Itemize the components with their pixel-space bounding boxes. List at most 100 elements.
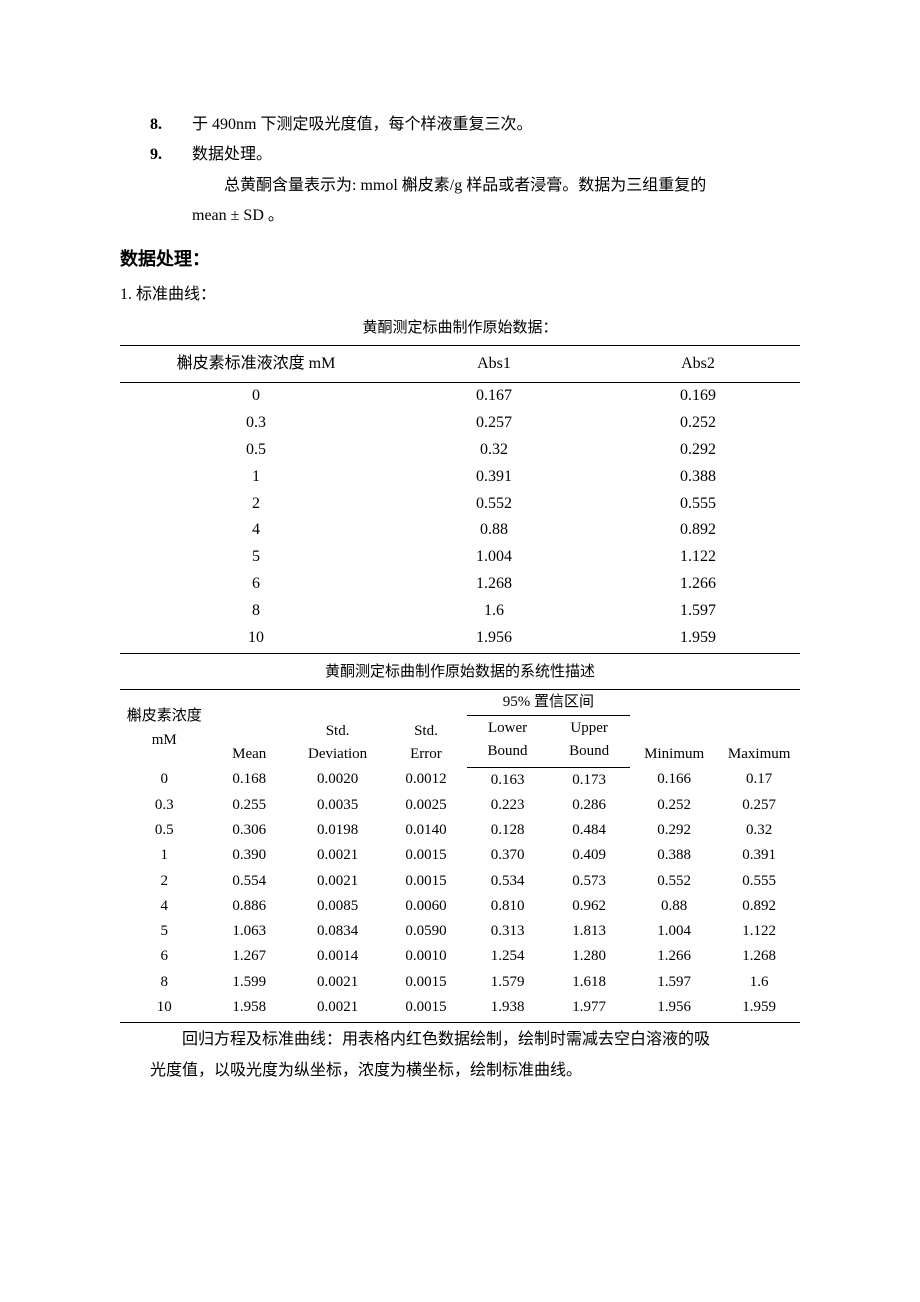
table-cell: 0.962 bbox=[548, 894, 630, 919]
table-cell: 0.169 bbox=[596, 383, 800, 410]
table-cell: 0.5 bbox=[120, 437, 392, 464]
t2-h-lower-l1: Lower bbox=[488, 720, 527, 736]
table-cell: 1 bbox=[120, 464, 392, 491]
table-row: 0.50.3060.01980.01400.1280.4840.2920.32 bbox=[120, 818, 800, 843]
table-cell: 4 bbox=[120, 517, 392, 544]
table-row: 81.61.597 bbox=[120, 598, 800, 625]
table-cell: 0.17 bbox=[718, 767, 800, 793]
table-cell: 0.0025 bbox=[385, 793, 467, 818]
table-cell: 0.173 bbox=[548, 767, 630, 793]
table-cell: 0.555 bbox=[718, 869, 800, 894]
table-cell: 1.6 bbox=[392, 598, 596, 625]
table-cell: 0.892 bbox=[718, 894, 800, 919]
table-cell: 0.0021 bbox=[290, 843, 385, 868]
table-cell: 0.3 bbox=[120, 793, 208, 818]
table-row: 51.0630.08340.05900.3131.8131.0041.122 bbox=[120, 919, 800, 944]
table-cell: 0.0015 bbox=[385, 843, 467, 868]
table1: 槲皮素标准液浓度 mM Abs1 Abs2 00.1670.1690.30.25… bbox=[120, 345, 800, 655]
table-cell: 10 bbox=[120, 625, 392, 654]
item9-para2: mean ± SD 。 bbox=[192, 201, 800, 231]
table-cell: 0.370 bbox=[467, 843, 549, 868]
table-cell: 1.280 bbox=[548, 944, 630, 969]
table-cell: 0.313 bbox=[467, 919, 549, 944]
table-cell: 0.255 bbox=[208, 793, 290, 818]
table-cell: 0 bbox=[120, 767, 208, 793]
table-row: 00.1670.169 bbox=[120, 383, 800, 410]
table-row: 00.1680.00200.00120.1630.1730.1660.17 bbox=[120, 767, 800, 793]
list-item-8: 8. 于 490nm 下测定吸光度值，每个样液重复三次。 bbox=[120, 110, 800, 140]
table-cell: 0.0021 bbox=[290, 995, 385, 1023]
t2-h-mean: Mean bbox=[208, 689, 290, 767]
table1-title: 黄酮测定标曲制作原始数据： bbox=[120, 314, 800, 343]
list-num-8: 8. bbox=[150, 110, 192, 140]
table-row: 20.5540.00210.00150.5340.5730.5520.555 bbox=[120, 869, 800, 894]
table-cell: 0.3 bbox=[120, 410, 392, 437]
table-cell: 0.0085 bbox=[290, 894, 385, 919]
table-cell: 8 bbox=[120, 970, 208, 995]
table-cell: 4 bbox=[120, 894, 208, 919]
t2-h-upper: Upper Bound bbox=[548, 716, 630, 768]
table-row: 10.3910.388 bbox=[120, 464, 800, 491]
table-row: 51.0041.122 bbox=[120, 544, 800, 571]
table-cell: 5 bbox=[120, 919, 208, 944]
table-cell: 0.252 bbox=[596, 410, 800, 437]
table-cell: 1.959 bbox=[596, 625, 800, 654]
t2-h-conc-l2: mM bbox=[152, 732, 177, 748]
table-row: 61.2670.00140.00101.2541.2801.2661.268 bbox=[120, 944, 800, 969]
table-cell: 1.958 bbox=[208, 995, 290, 1023]
table-cell: 2 bbox=[120, 491, 392, 518]
table-cell: 0.484 bbox=[548, 818, 630, 843]
subsection-1: 1. 标准曲线： bbox=[120, 280, 800, 310]
table2-head-row1: 槲皮素浓度 mM Mean Std. Deviation Std. Error … bbox=[120, 689, 800, 715]
t2-h-std-l2: Deviation bbox=[308, 746, 367, 762]
table-cell: 0.552 bbox=[630, 869, 718, 894]
t2-h-max: Maximum bbox=[718, 689, 800, 767]
table-cell: 1.956 bbox=[630, 995, 718, 1023]
table-cell: 1.597 bbox=[630, 970, 718, 995]
t2-h-upper-l1: Upper bbox=[570, 720, 608, 736]
table-cell: 1.266 bbox=[630, 944, 718, 969]
table-cell: 0.0010 bbox=[385, 944, 467, 969]
t2-h-std-l1: Std. bbox=[326, 723, 350, 739]
table-cell: 0.163 bbox=[467, 767, 549, 793]
table-cell: 0.0015 bbox=[385, 970, 467, 995]
list-text-9: 数据处理。 bbox=[192, 140, 800, 170]
table-cell: 1.063 bbox=[208, 919, 290, 944]
table-cell: 0.128 bbox=[467, 818, 549, 843]
table-cell: 0.5 bbox=[120, 818, 208, 843]
table-cell: 1.813 bbox=[548, 919, 630, 944]
item9-explain: 总黄酮含量表示为: mmol 槲皮素/g 样品或者浸膏。数据为三组重复的 mea… bbox=[120, 171, 800, 232]
table-cell: 0.0015 bbox=[385, 869, 467, 894]
table-cell: 0 bbox=[120, 383, 392, 410]
table-cell: 0.409 bbox=[548, 843, 630, 868]
table-cell: 1.004 bbox=[630, 919, 718, 944]
table-cell: 0.32 bbox=[718, 818, 800, 843]
table-cell: 6 bbox=[120, 571, 392, 598]
table-cell: 0.0012 bbox=[385, 767, 467, 793]
table-row: 0.30.2570.252 bbox=[120, 410, 800, 437]
t2-h-se-l1: Std. bbox=[414, 723, 438, 739]
table-row: 0.30.2550.00350.00250.2230.2860.2520.257 bbox=[120, 793, 800, 818]
table-cell: 1.599 bbox=[208, 970, 290, 995]
table-cell: 0.390 bbox=[208, 843, 290, 868]
t2-h-min: Minimum bbox=[630, 689, 718, 767]
table-cell: 0.0060 bbox=[385, 894, 467, 919]
list-num-9: 9. bbox=[150, 140, 192, 170]
table-cell: 1.938 bbox=[467, 995, 549, 1023]
table-cell: 0.391 bbox=[718, 843, 800, 868]
table-cell: 0.167 bbox=[392, 383, 596, 410]
table1-h2: Abs1 bbox=[392, 345, 596, 383]
table-cell: 1.268 bbox=[718, 944, 800, 969]
t2-h-se-l2: Error bbox=[410, 746, 442, 762]
table-cell: 6 bbox=[120, 944, 208, 969]
table-cell: 0.257 bbox=[392, 410, 596, 437]
table-cell: 0.252 bbox=[630, 793, 718, 818]
table-cell: 0.0834 bbox=[290, 919, 385, 944]
table-cell: 0.0021 bbox=[290, 869, 385, 894]
table-cell: 1.268 bbox=[392, 571, 596, 598]
table-cell: 0.257 bbox=[718, 793, 800, 818]
t2-h-conc: 槲皮素浓度 mM bbox=[120, 689, 208, 767]
table-cell: 0.32 bbox=[392, 437, 596, 464]
table-cell: 0.223 bbox=[467, 793, 549, 818]
table-cell: 8 bbox=[120, 598, 392, 625]
